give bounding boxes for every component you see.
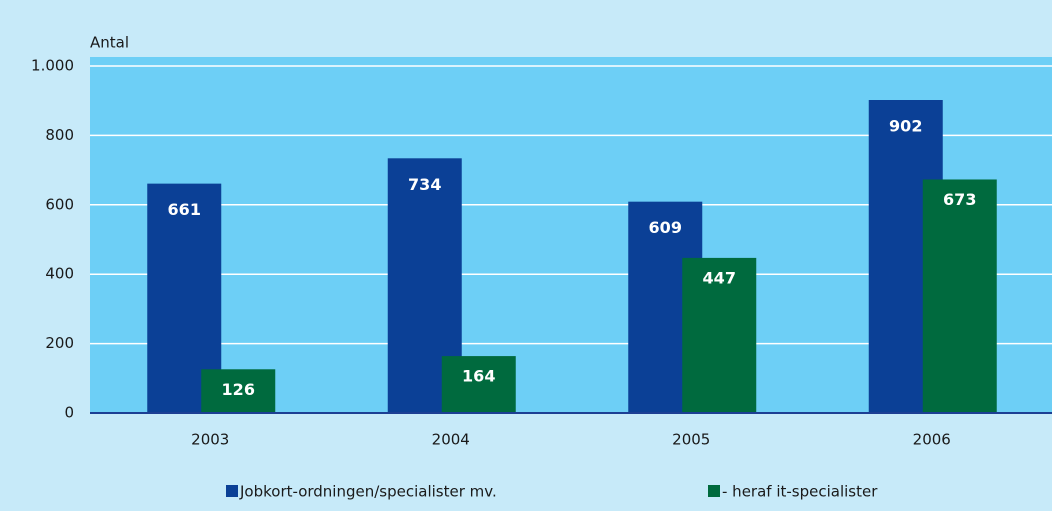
- bar: [922, 179, 997, 413]
- y-axis-label: Antal: [90, 34, 129, 52]
- value-label: 734: [408, 175, 441, 194]
- bar: [682, 257, 757, 413]
- bar: [441, 356, 516, 413]
- y-tick-label: 200: [45, 334, 74, 352]
- value-label: 661: [168, 200, 201, 219]
- x-tick-label: 2004: [432, 431, 470, 449]
- legend-swatch: [226, 485, 238, 497]
- value-label: 609: [649, 218, 682, 237]
- value-label: 164: [462, 367, 495, 386]
- y-tick-label: 800: [45, 126, 74, 144]
- bar: [201, 369, 276, 413]
- y-tick-label: 600: [45, 195, 74, 213]
- value-label: 447: [703, 268, 736, 287]
- legend-label: - heraf it-specialister: [722, 483, 878, 501]
- value-label: 673: [943, 190, 976, 209]
- x-tick-label: 2006: [913, 431, 951, 449]
- x-tick-label: 2003: [191, 431, 229, 449]
- value-label: 902: [889, 117, 922, 136]
- y-tick-label: 0: [64, 404, 74, 422]
- x-tick-label: 2005: [672, 431, 710, 449]
- legend-swatch: [708, 485, 720, 497]
- y-tick-label: 400: [45, 265, 74, 283]
- y-tick-label: 1.000: [31, 57, 74, 75]
- value-label: 126: [222, 380, 255, 399]
- legend-label: Jobkort-ordningen/specialister mv.: [239, 483, 497, 501]
